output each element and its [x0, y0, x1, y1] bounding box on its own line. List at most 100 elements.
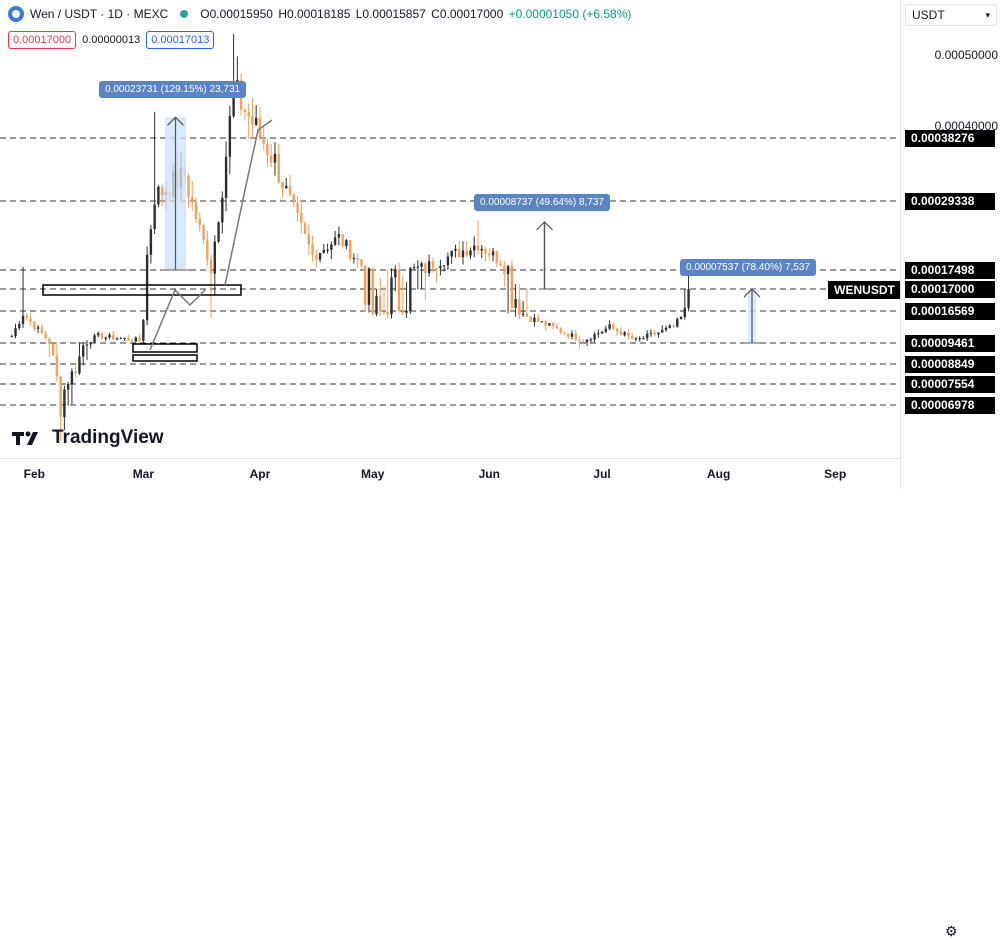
candle-body-24: [100, 333, 104, 339]
candle-body-123: [473, 245, 476, 251]
measure-label-3[interactable]: 0.00007537 (78.40%) 7,537: [680, 259, 816, 276]
price-tag-1: 0.00029338: [905, 193, 995, 210]
candle-body-38: [153, 204, 156, 230]
candle-body-12: [55, 355, 59, 377]
candle-body-5: [29, 318, 32, 322]
candle-body-163: [623, 332, 626, 336]
candle-body-26: [108, 334, 111, 338]
symbol-price-tag: WENUSDT: [828, 281, 900, 299]
candle-body-124: [476, 245, 480, 251]
candle-body-118: [454, 248, 457, 251]
candle-body-34: [138, 337, 141, 341]
candle-body-105: [405, 311, 408, 313]
price-chart[interactable]: [0, 0, 900, 458]
tradingview-logo: TradingView: [10, 427, 164, 449]
candle-body-40: [160, 186, 164, 195]
candle-body-33: [134, 337, 138, 342]
candle-body-37: [149, 229, 153, 255]
sell-button[interactable]: 0.00017000: [8, 31, 77, 49]
month-label-feb: Feb: [23, 467, 45, 481]
wen-logo-icon: [8, 6, 24, 22]
candle-body-2: [18, 324, 21, 329]
candle-body-128: [491, 251, 495, 256]
candle-body-53: [209, 259, 213, 274]
market-status-icon: [180, 10, 189, 18]
candle-body-111: [427, 261, 431, 274]
candle-body-173: [661, 329, 664, 333]
candle-body-153: [585, 339, 589, 343]
candle-body-120: [461, 250, 465, 258]
candle-body-36: [145, 254, 149, 321]
price-tag-0: 0.00038276: [905, 130, 995, 147]
change-value: +0.00001050 (+6.58%): [508, 7, 632, 21]
candle-body-62: [243, 109, 247, 113]
candle-body-167: [638, 338, 641, 340]
candle-body-175: [668, 325, 671, 328]
candle-body-75: [292, 194, 295, 203]
candle-body-99: [382, 311, 386, 313]
candle-body-86: [333, 237, 337, 245]
candle-body-178: [679, 316, 683, 319]
candle-body-18: [78, 356, 81, 374]
candle-body-27: [112, 334, 115, 340]
candle-body-13: [59, 376, 62, 418]
candle-body-68: [266, 143, 269, 156]
support-box-3: [132, 354, 198, 362]
candle-body-172: [657, 332, 660, 335]
candle-body-84: [326, 249, 329, 251]
measure-label-2[interactable]: 0.00008737 (49.64%) 8,737: [474, 194, 610, 211]
buy-button[interactable]: 0.00017013: [146, 31, 215, 49]
month-label-sep: Sep: [824, 467, 847, 481]
candle-body-148: [567, 333, 570, 337]
candle-body-117: [450, 250, 453, 257]
candle-body-171: [653, 332, 656, 335]
candle-body-87: [337, 234, 341, 238]
measure-arrowhead-2: [743, 288, 761, 298]
candle-body-72: [281, 182, 284, 189]
candle-body-91: [352, 258, 356, 260]
projection-path-1: [149, 288, 206, 351]
candle-body-29: [119, 338, 122, 340]
price-tag-2: 0.00017498: [905, 262, 995, 279]
candle-body-139: [533, 317, 536, 323]
candle-body-74: [288, 185, 292, 195]
candle-body-110: [424, 263, 427, 274]
price-axis[interactable]: 0.00050000 0.00040000 0.00038276 0.00029338…: [900, 0, 1003, 489]
candle-body-155: [593, 334, 596, 340]
currency-select[interactable]: USDT ▾: [905, 4, 997, 26]
chart-area[interactable]: Wen / USDT · 1D · MEXC O0.00015950 H0.00…: [0, 0, 900, 458]
settings-icon[interactable]: ⚙: [945, 923, 958, 939]
price-tag-8: 0.00006978: [905, 397, 995, 414]
price-tag-3: 0.00017000: [905, 281, 995, 298]
time-axis[interactable]: Feb Mar Apr May Jun Jul Aug Sep ⚙: [0, 458, 958, 939]
candle-body-57: [224, 156, 228, 198]
measure-label-1[interactable]: 0.00023731 (129.15%) 23,731: [99, 81, 247, 98]
candle-body-146: [559, 328, 562, 333]
candle-body-180: [687, 289, 690, 308]
support-box-1: [42, 284, 242, 296]
symbol-title[interactable]: Wen / USDT · 1D · MEXC: [30, 7, 169, 21]
candle-body-0: [10, 336, 13, 338]
candle-body-54: [213, 241, 216, 274]
candle-body-144: [552, 323, 555, 327]
candle-body-170: [649, 332, 653, 334]
month-label-mar: Mar: [132, 467, 155, 481]
candle-body-58: [228, 116, 232, 157]
month-label-may: May: [361, 467, 385, 481]
candle-body-82: [318, 252, 322, 260]
candle-body-52: [206, 239, 209, 260]
candle-body-95: [367, 268, 371, 305]
candle-body-9: [44, 333, 47, 339]
candle-body-6: [33, 321, 36, 329]
spread-value: 0.00000013: [82, 34, 141, 46]
candle-body-157: [600, 331, 604, 334]
candle-body-165: [630, 335, 634, 339]
candle-body-164: [627, 332, 630, 336]
candle-body-81: [315, 254, 318, 260]
low-value: L0.00015857: [355, 7, 426, 21]
candle-body-121: [465, 250, 468, 256]
price-tag-6: 0.00008849: [905, 356, 995, 373]
ohlc-values: O0.00015950 H0.00018185 L0.00015857 C0.0…: [200, 7, 633, 21]
candle-body-169: [646, 333, 649, 339]
candle-body-65: [254, 117, 258, 125]
